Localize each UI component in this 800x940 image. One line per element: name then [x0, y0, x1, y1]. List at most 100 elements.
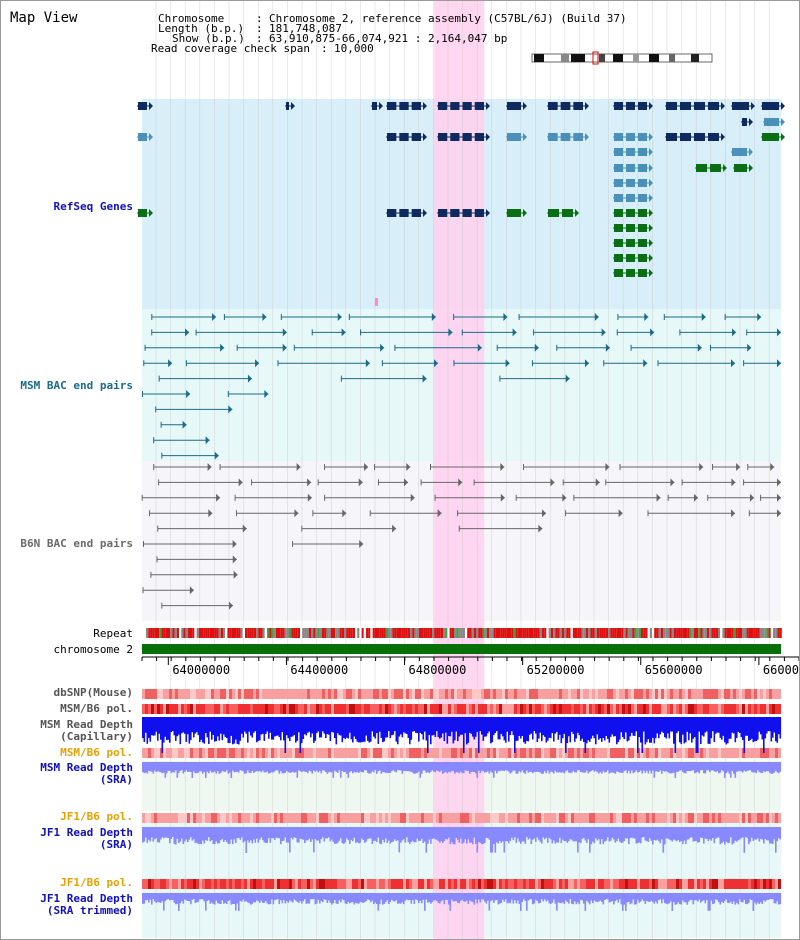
jf1-depth-trimmed-bin — [536, 893, 539, 901]
jf1-depth-trimmed-bin — [295, 893, 297, 901]
msm-pol-bin — [664, 704, 667, 714]
track-label-msm-depth-capillary[interactable]: MSM Read Depth — [40, 718, 133, 731]
jf1-depth-trimmed-bin — [659, 893, 662, 900]
msm-pol-bin — [529, 704, 532, 714]
jf1-depth-sra-bin — [335, 827, 338, 844]
msm-depth-sra-bin — [548, 762, 551, 774]
msm-depth-capillary-bin — [704, 717, 707, 733]
repeat-bin — [665, 628, 668, 638]
jf1-pol-2-bin — [160, 879, 163, 889]
jf1-pol-bin — [673, 813, 676, 823]
msm-pol-bin — [592, 704, 595, 714]
msm-depth-capillary-bin — [422, 717, 425, 740]
jf1-depth-sra-bin — [538, 827, 540, 840]
track-label-msm-bac[interactable]: MSM BAC end pairs — [20, 379, 133, 392]
jf1-depth-trimmed-bin — [436, 893, 438, 901]
jf1-pol-bin — [583, 813, 586, 823]
gene-exon — [438, 209, 448, 217]
msm-depth-capillary-bin — [643, 717, 645, 732]
msm-bac-arrow — [644, 313, 649, 321]
msm-pol-bin — [424, 704, 427, 714]
jf1-depth-sra-bin — [274, 827, 276, 841]
msm-depth-capillary-bin — [736, 717, 738, 739]
track-label-jf1-pol[interactable]: JF1/B6 pol. — [60, 810, 133, 823]
msm-depth-sra-bin — [760, 762, 762, 773]
jf1-depth-trimmed-bin — [539, 893, 542, 904]
msm-depth-capillary-bin — [226, 717, 228, 739]
track-label-dbsnp[interactable]: dbSNP(Mouse) — [53, 686, 133, 699]
track-label-msm-b6-pol[interactable]: MSM/B6 pol. — [60, 702, 133, 715]
msm-pol-bin — [472, 704, 475, 714]
jf1-depth-trimmed-bin — [236, 893, 239, 904]
msm-depth-sra-bin — [434, 762, 437, 773]
msm-depth-sra-bin — [523, 762, 525, 773]
jf1-pol-2-bin — [325, 879, 328, 889]
msm-pol-2-bin — [532, 748, 535, 758]
gene-exon — [638, 209, 647, 217]
jf1-pol-2-bin — [250, 879, 253, 889]
msm-depth-capillary-bin — [455, 717, 458, 732]
msm-depth-capillary-bin — [514, 717, 516, 753]
jf1-depth-trimmed-bin — [743, 893, 746, 900]
jf1-depth-trimmed-bin — [494, 893, 497, 901]
jf1-pol-2-bin — [655, 879, 658, 889]
jf1-depth-sra-bin — [724, 827, 726, 845]
jf1-depth-sra-bin — [592, 827, 594, 842]
msm-pol-bin — [286, 704, 289, 714]
jf1-depth-trimmed-bin — [484, 893, 486, 902]
jf1-depth-sra-bin — [383, 827, 386, 843]
msm-depth-capillary-bin — [350, 717, 353, 740]
msm-depth-sra-bin — [290, 762, 293, 773]
jf1-depth-sra-bin — [349, 827, 351, 844]
dbsnp-bin — [169, 689, 172, 699]
repeat-bin — [225, 628, 228, 638]
msm-depth-sra-bin — [656, 762, 659, 772]
msm-pol-2-bin — [178, 748, 181, 758]
jf1-pol-bin — [256, 813, 259, 823]
track-label-msm-b6-pol-2[interactable]: MSM/B6 pol. — [60, 746, 133, 759]
jf1-depth-sra-bin — [167, 827, 170, 838]
msm-depth-capillary-bin — [458, 717, 461, 737]
b6n-bac-arrow — [731, 509, 736, 518]
track-label-refseq[interactable]: RefSeq Genes — [53, 200, 133, 213]
gene-exon — [638, 254, 647, 262]
msm-depth-capillary-bin — [541, 717, 543, 742]
jf1-depth-trimmed-bin — [508, 893, 510, 903]
dbsnp-bin — [262, 689, 265, 699]
msm-depth-sra-bin — [455, 762, 458, 773]
jf1-depth-trimmed-bin — [503, 893, 506, 902]
jf1-pol-2-bin — [622, 879, 625, 889]
track-label-jf1-depth-sra[interactable]: JF1 Read Depth — [40, 826, 133, 839]
msm-bac-arrow — [565, 374, 570, 383]
msm-depth-sra-bin — [221, 762, 224, 772]
jf1-depth-sra-bin — [218, 827, 221, 844]
jf1-depth-sra-bin — [493, 827, 495, 845]
repeat-bin — [385, 628, 388, 638]
jf1-depth-sra-bin — [625, 827, 627, 839]
jf1-pol-bin — [775, 813, 778, 823]
repeat-bin — [304, 628, 307, 638]
jf1-depth-sra-bin — [467, 827, 470, 840]
msm-pol-bin — [352, 704, 355, 714]
msm-pol-2-bin — [292, 748, 295, 758]
track-label-msm-depth-sra[interactable]: MSM Read Depth — [40, 761, 133, 774]
jf1-pol-2-bin — [181, 879, 184, 889]
jf1-pol-2-bin — [355, 879, 358, 889]
msm-pol-bin — [748, 704, 751, 714]
gene-exon — [614, 164, 623, 172]
jf1-pol-2-bin — [469, 879, 472, 889]
msm-depth-sra-bin — [401, 762, 404, 774]
msm-depth-sra-bin — [278, 762, 281, 774]
track-label-jf1-depth-trimmed[interactable]: JF1 Read Depth — [40, 892, 133, 905]
jf1-depth-trimmed-bin — [352, 893, 354, 903]
msm-depth-capillary-bin — [641, 717, 644, 753]
msm-pol-bin — [565, 704, 568, 714]
track-label-b6n-bac[interactable]: B6N BAC end pairs — [20, 537, 133, 550]
jf1-depth-sra-bin — [143, 827, 146, 842]
gene-arrow — [721, 102, 725, 110]
track-label-jf1-pol-2[interactable]: JF1/B6 pol. — [60, 876, 133, 889]
msm-depth-capillary-bin — [701, 717, 704, 736]
jf1-depth-sra-bin — [703, 827, 705, 844]
jf1-depth-trimmed-bin — [623, 893, 626, 905]
msm-pol-bin — [661, 704, 664, 714]
